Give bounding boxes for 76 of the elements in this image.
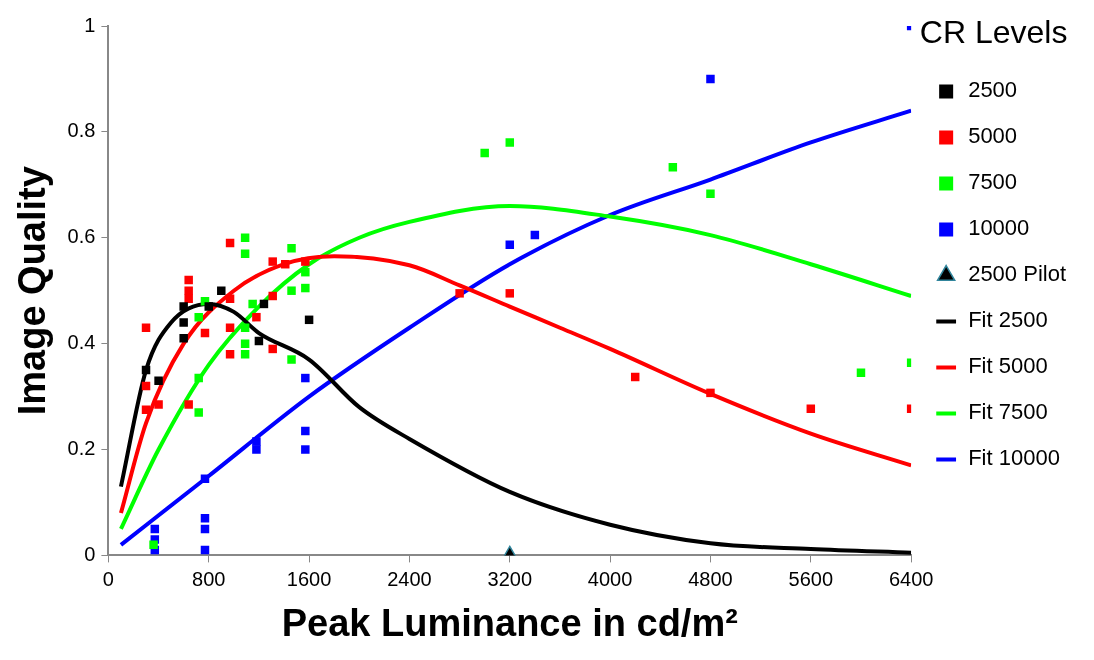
point	[204, 302, 213, 311]
point	[268, 344, 277, 354]
line-series	[118, 108, 912, 547]
y-tick-label: 0	[84, 542, 96, 565]
point	[505, 289, 515, 298]
legend-label: 5000	[968, 123, 1018, 149]
y-tick-label: 1	[84, 13, 96, 36]
point	[287, 355, 296, 364]
legend-label: Fit 10000	[968, 445, 1060, 471]
x-tick-label: 4800	[688, 567, 733, 590]
point	[706, 74, 715, 84]
point	[194, 373, 203, 383]
point	[301, 267, 310, 277]
x-tick-label: 4000	[587, 567, 633, 590]
point	[184, 275, 193, 285]
y-tick-label: 0.8	[67, 119, 96, 142]
point	[179, 334, 188, 343]
point	[200, 474, 210, 483]
point	[154, 400, 163, 409]
legend-label: 10000	[968, 215, 1030, 241]
point	[268, 257, 277, 266]
x-tick-label: 2400	[387, 567, 432, 590]
point	[179, 318, 188, 327]
point	[194, 312, 203, 322]
point	[252, 445, 261, 454]
point	[225, 294, 235, 303]
x-tick-label: 1600	[286, 567, 332, 590]
point	[505, 138, 515, 147]
point	[217, 286, 226, 295]
legend-label: 7500	[968, 169, 1018, 195]
point	[480, 148, 489, 158]
point	[252, 437, 261, 446]
x-tick-label: 3200	[487, 567, 533, 590]
legend-label: Fit 2500	[968, 307, 1048, 333]
point	[301, 257, 310, 266]
point	[240, 339, 250, 348]
point	[505, 240, 515, 249]
y-axis-title: Image Quality	[11, 166, 54, 416]
legend-label: 2500 Pilot	[968, 261, 1067, 287]
point	[301, 426, 310, 436]
point	[301, 445, 310, 454]
point	[194, 408, 203, 417]
point	[706, 388, 715, 398]
point	[301, 283, 310, 293]
legend-title: CR Levels	[919, 13, 1068, 50]
x-tick-label: 0	[102, 567, 114, 590]
point	[252, 312, 261, 322]
point	[706, 189, 715, 199]
point	[184, 400, 193, 409]
x-tick-label: 6400	[888, 567, 934, 590]
x-tick-label: 800	[192, 567, 226, 590]
point	[281, 259, 290, 269]
point	[154, 376, 163, 385]
line-series	[118, 254, 912, 516]
point	[455, 289, 464, 298]
y-tick-label: 0.2	[67, 437, 96, 460]
point	[149, 540, 158, 550]
x-axis-title: Peak Luminance in cd/m²	[281, 601, 738, 644]
y-tick-label: 0.6	[67, 225, 96, 248]
point	[287, 244, 296, 253]
y-tick-label: 0.4	[67, 331, 96, 354]
point	[240, 249, 250, 258]
point	[301, 373, 310, 383]
point	[248, 299, 257, 309]
point	[668, 163, 678, 172]
legend-label: 2500	[968, 77, 1018, 103]
x-tick-label: 5600	[788, 567, 834, 590]
legend-label: Fit 7500	[968, 399, 1048, 425]
legend-label: Fit 5000	[968, 353, 1048, 379]
point	[268, 291, 277, 301]
point	[287, 286, 296, 295]
point	[200, 514, 210, 523]
point	[184, 286, 193, 295]
point	[184, 294, 193, 303]
point	[179, 302, 188, 311]
line-series	[118, 204, 912, 531]
